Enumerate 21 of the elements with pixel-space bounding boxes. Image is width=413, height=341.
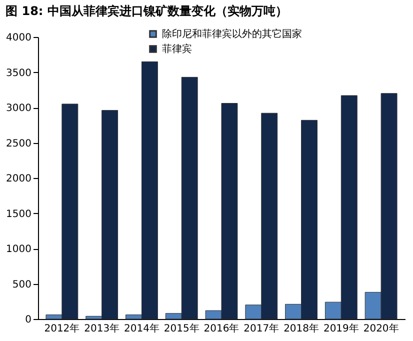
x-tick-label: 2020年	[363, 322, 399, 334]
x-tick-label: 2012年	[44, 322, 80, 334]
x-tick-label: 2019年	[323, 322, 359, 334]
y-tick-label: 1000	[6, 244, 32, 255]
y-tick-label: 2500	[6, 138, 32, 150]
y-tick-label: 4000	[6, 32, 32, 44]
y-tick-label: 2000	[6, 174, 32, 184]
x-tick-label: 2013年	[84, 322, 120, 334]
x-tick-label: 2018年	[284, 322, 320, 334]
legend-label: 菲律宾	[162, 43, 192, 55]
y-tick-label: 3500	[6, 68, 32, 79]
chart-title: 图 18: 中国从菲律宾进口镍矿数量变化（实物万吨）	[6, 4, 288, 18]
legend-label: 除印尼和菲律宾以外的其它国家	[162, 28, 302, 40]
x-tick-label: 2017年	[244, 322, 280, 334]
x-tick-label: 2015年	[164, 322, 200, 334]
x-tick-label: 2016年	[204, 322, 240, 334]
y-tick-label: 500	[12, 279, 32, 290]
y-tick-label: 1500	[6, 208, 32, 220]
x-tick-label: 2014年	[124, 322, 160, 334]
y-tick-label: 3000	[6, 103, 32, 114]
y-tick-label: 0	[25, 314, 32, 326]
